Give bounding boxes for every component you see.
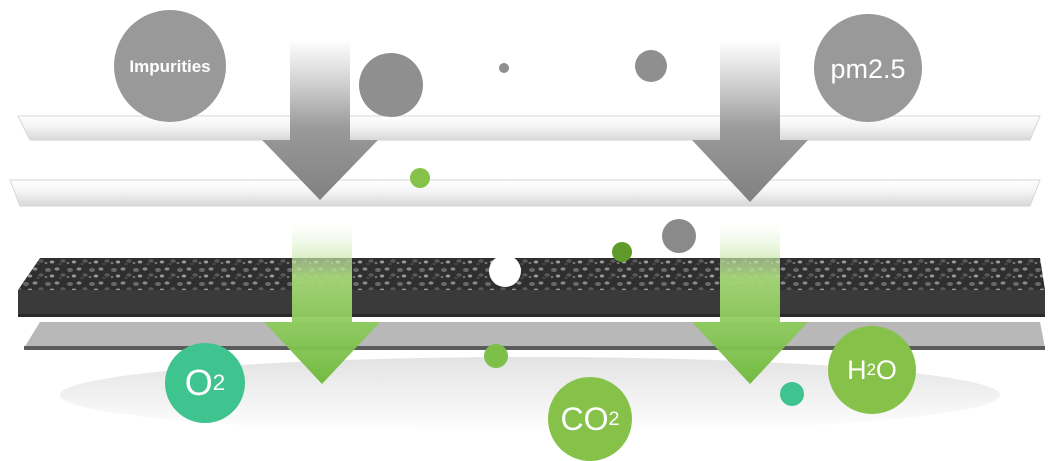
- filter-layer-top: [17, 115, 1041, 141]
- co2-main: CO: [560, 400, 609, 437]
- gray-arrow-right: [692, 40, 808, 202]
- filter-layer-second: [9, 179, 1041, 207]
- gray-arrow-left: [262, 40, 378, 200]
- h2o-main: H: [847, 354, 867, 385]
- carbon-filter-layer: [18, 258, 1045, 317]
- green-particle-small-top: [410, 168, 430, 188]
- pm25-bubble: [814, 14, 922, 122]
- white-particle: [489, 255, 521, 287]
- o2-main: O: [184, 362, 213, 403]
- green-particle-dark: [612, 242, 632, 262]
- co2-bubble: [548, 377, 632, 461]
- impurities-bubble: [114, 10, 226, 122]
- impurities-label: Impurities: [114, 50, 226, 84]
- green-particle-mid: [484, 344, 508, 368]
- impurities-text: Impurities: [129, 57, 211, 76]
- teal-particle-small: [780, 382, 804, 406]
- gray-particle-tiny: [499, 63, 509, 73]
- gray-particle-medium: [635, 50, 667, 82]
- green-arrow-right: [692, 222, 808, 384]
- o2-bubble: [165, 343, 245, 423]
- gray-particle-large: [359, 53, 423, 117]
- green-arrow-left: [264, 222, 380, 384]
- h2o-tail: O: [875, 354, 897, 385]
- co2-label: CO 2: [560, 400, 620, 437]
- gray-particle-trapped: [662, 219, 696, 253]
- h2o-bubble: [828, 326, 916, 414]
- pm25-text: pm2.5: [830, 53, 906, 84]
- pm25-label: pm2.5: [814, 50, 922, 88]
